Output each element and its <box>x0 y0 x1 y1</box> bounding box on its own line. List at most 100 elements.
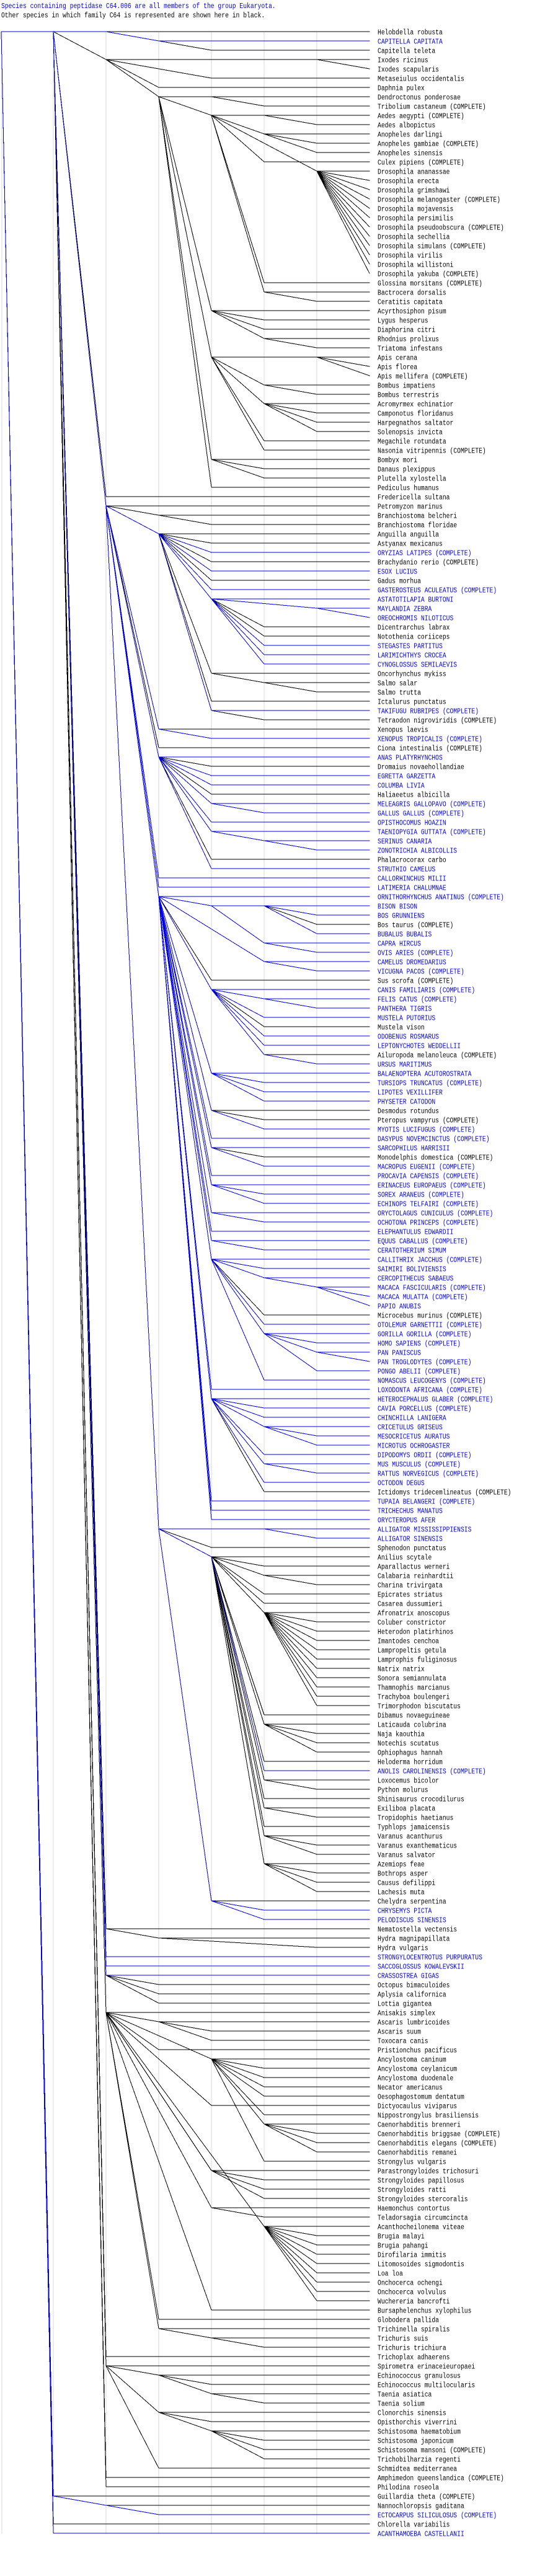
svg-text:EQUUS CABALLUS (COMPLETE): EQUUS CABALLUS (COMPLETE) <box>378 1238 468 1246</box>
svg-text:MICROTUS OCHROGASTER: MICROTUS OCHROGASTER <box>378 1443 450 1451</box>
svg-text:Aplysia californica: Aplysia californica <box>378 1991 446 1999</box>
svg-text:Varanus exanthematicus: Varanus exanthematicus <box>378 1843 457 1851</box>
svg-text:Schistosoma haematobium: Schistosoma haematobium <box>378 2428 461 2437</box>
svg-text:Trachyboa boulengeri: Trachyboa boulengeri <box>378 1694 450 1702</box>
svg-text:Triatoma infestans: Triatoma infestans <box>378 345 443 353</box>
svg-text:Culex pipiens (COMPLETE): Culex pipiens (COMPLETE) <box>378 159 464 167</box>
svg-text:Calabaria reinhardtii: Calabaria reinhardtii <box>378 1573 453 1581</box>
svg-text:CAVIA PORCELLUS (COMPLETE): CAVIA PORCELLUS (COMPLETE) <box>378 1405 471 1414</box>
svg-text:LOXODONTA AFRICANA (COMPLETE): LOXODONTA AFRICANA (COMPLETE) <box>378 1387 482 1395</box>
svg-text:Branchiostoma floridae: Branchiostoma floridae <box>378 522 457 530</box>
svg-text:Caenorhabditis brenneri: Caenorhabditis brenneri <box>378 2122 461 2130</box>
svg-text:ORNITHORHYNCHUS ANATINUS (COMP: ORNITHORHYNCHUS ANATINUS (COMPLETE) <box>378 894 504 902</box>
svg-text:DASYPUS NOVEMCINCTUS (COMPLETE: DASYPUS NOVEMCINCTUS (COMPLETE) <box>378 1136 490 1144</box>
svg-text:OPISTHOCOMUS HOAZIN: OPISTHOCOMUS HOAZIN <box>378 820 446 828</box>
svg-text:ECTOCARPUS SILICULOSUS (COMPLE: ECTOCARPUS SILICULOSUS (COMPLETE) <box>378 2512 497 2520</box>
svg-text:Brachydanio rerio (COMPLETE): Brachydanio rerio (COMPLETE) <box>378 559 479 567</box>
svg-text:Microcebus murinus (COMPLETE): Microcebus murinus (COMPLETE) <box>378 1312 482 1321</box>
svg-text:LIPOTES VEXILLIFER: LIPOTES VEXILLIFER <box>378 1089 443 1097</box>
svg-text:Ancylostoma caninum: Ancylostoma caninum <box>378 2056 446 2065</box>
svg-text:DIPODOMYS ORDII (COMPLETE): DIPODOMYS ORDII (COMPLETE) <box>378 1452 471 1460</box>
svg-text:Tribolium castaneum (COMPLETE): Tribolium castaneum (COMPLETE) <box>378 104 486 112</box>
svg-text:ELEPHANTULUS EDWARDII: ELEPHANTULUS EDWARDII <box>378 1229 453 1237</box>
svg-text:Drosophila persimilis: Drosophila persimilis <box>378 215 453 223</box>
svg-text:MACACA MULATTA (COMPLETE): MACACA MULATTA (COMPLETE) <box>378 1294 468 1302</box>
svg-text:MUS MUSCULUS (COMPLETE): MUS MUSCULUS (COMPLETE) <box>378 1461 461 1469</box>
svg-text:Drosophila willistoni: Drosophila willistoni <box>378 262 453 270</box>
svg-text:Salmo trutta: Salmo trutta <box>378 689 421 697</box>
svg-text:Phalacrocorax carbo: Phalacrocorax carbo <box>378 857 446 865</box>
svg-text:Brugia pahangi: Brugia pahangi <box>378 2242 428 2251</box>
svg-text:ANOLIS CAROLINENSIS (COMPLETE): ANOLIS CAROLINENSIS (COMPLETE) <box>378 1768 486 1776</box>
svg-text:Drosophila virilis: Drosophila virilis <box>378 252 443 260</box>
svg-text:LATIMERIA CHALUMNAE: LATIMERIA CHALUMNAE <box>378 885 446 893</box>
svg-text:NOMASCUS LEUCOGENYS (COMPLETE): NOMASCUS LEUCOGENYS (COMPLETE) <box>378 1378 486 1386</box>
svg-text:PROCAVIA CAPENSIS (COMPLETE): PROCAVIA CAPENSIS (COMPLETE) <box>378 1173 479 1181</box>
svg-text:GALLUS GALLUS (COMPLETE): GALLUS GALLUS (COMPLETE) <box>378 810 464 818</box>
svg-text:Anisakis simplex: Anisakis simplex <box>378 2010 436 2018</box>
svg-text:Strongyloides ratti: Strongyloides ratti <box>378 2187 446 2195</box>
svg-text:PAPIO ANUBIS: PAPIO ANUBIS <box>378 1303 421 1311</box>
svg-text:Branchiostoma belcheri: Branchiostoma belcheri <box>378 513 457 521</box>
svg-text:Species containing peptidase C: Species containing peptidase C64.006 are… <box>1 2 276 11</box>
svg-text:CERCOPITHECUS SABAEUS: CERCOPITHECUS SABAEUS <box>378 1275 453 1283</box>
svg-text:Lachesis muta: Lachesis muta <box>378 1889 425 1897</box>
svg-text:Tetraodon nigroviridis (COMPLE: Tetraodon nigroviridis (COMPLETE) <box>378 717 497 725</box>
svg-text:CRICETULUS GRISEUS: CRICETULUS GRISEUS <box>378 1424 443 1432</box>
svg-text:LARIMICHTHYS CROCEA: LARIMICHTHYS CROCEA <box>378 652 446 660</box>
svg-text:Acyrthosiphon pisum: Acyrthosiphon pisum <box>378 308 446 316</box>
svg-text:HETEROCEPHALUS GLABER (COMPLET: HETEROCEPHALUS GLABER (COMPLETE) <box>378 1396 493 1404</box>
svg-text:Laticauda colubrina: Laticauda colubrina <box>378 1722 446 1730</box>
svg-text:CYNOGLOSSUS SEMILAEVIS: CYNOGLOSSUS SEMILAEVIS <box>378 662 457 670</box>
svg-text:PELODISCUS SINENSIS: PELODISCUS SINENSIS <box>378 1917 446 1925</box>
svg-text:Varanus salvator: Varanus salvator <box>378 1852 435 1860</box>
svg-text:TUPAIA BELANGERI (COMPLETE): TUPAIA BELANGERI (COMPLETE) <box>378 1498 475 1507</box>
svg-text:Dendroctonus ponderosae: Dendroctonus ponderosae <box>378 94 461 102</box>
svg-text:Caenorhabditis briggsae (COMPL: Caenorhabditis briggsae (COMPLETE) <box>378 2131 500 2139</box>
svg-text:MACACA FASCICULARIS (COMPLETE): MACACA FASCICULARIS (COMPLETE) <box>378 1285 486 1293</box>
svg-text:Ailuropoda melanoleuca (COMPLE: Ailuropoda melanoleuca (COMPLETE) <box>378 1052 497 1060</box>
svg-text:Solenopsis invicta: Solenopsis invicta <box>378 429 443 437</box>
svg-text:MUSTELA PUTORIUS: MUSTELA PUTORIUS <box>378 1015 435 1023</box>
svg-text:Apis florea: Apis florea <box>378 364 417 372</box>
svg-text:Megachile rotundata: Megachile rotundata <box>378 438 446 446</box>
svg-text:Nannochloropsis gaditana: Nannochloropsis gaditana <box>378 2503 464 2511</box>
svg-text:Trimorphodon biscutatus: Trimorphodon biscutatus <box>378 1703 461 1711</box>
svg-text:Nematostella vectensis: Nematostella vectensis <box>378 1926 457 1934</box>
svg-text:Caenorhabditis remanei: Caenorhabditis remanei <box>378 2149 457 2158</box>
svg-text:Opisthorchis viverrini: Opisthorchis viverrini <box>378 2419 457 2427</box>
svg-text:ECHINOPS TELFAIRI (COMPLETE): ECHINOPS TELFAIRI (COMPLETE) <box>378 1201 479 1209</box>
svg-text:Nasonia vitripennis (COMPLETE): Nasonia vitripennis (COMPLETE) <box>378 448 486 456</box>
svg-text:Trichoplax adhaerens: Trichoplax adhaerens <box>378 2354 450 2362</box>
svg-text:Ascaris lumbricoides: Ascaris lumbricoides <box>378 2019 450 2027</box>
svg-text:Taenia solium: Taenia solium <box>378 2401 425 2409</box>
svg-text:Nippostrongylus brasiliensis: Nippostrongylus brasiliensis <box>378 2112 479 2120</box>
svg-text:Helobdella robusta: Helobdella robusta <box>378 29 443 37</box>
svg-text:Bombus impatiens: Bombus impatiens <box>378 383 435 391</box>
svg-text:Guillardia theta (COMPLETE): Guillardia theta (COMPLETE) <box>378 2494 475 2502</box>
svg-text:Clonorchis sinensis: Clonorchis sinensis <box>378 2410 446 2418</box>
svg-text:ASTATOTILAPIA BURTONI: ASTATOTILAPIA BURTONI <box>378 596 453 604</box>
svg-text:Anguilla anguilla: Anguilla anguilla <box>378 531 439 539</box>
svg-text:Lampropeltis getula: Lampropeltis getula <box>378 1647 446 1655</box>
svg-text:Hydra magnipapillata: Hydra magnipapillata <box>378 1936 450 1944</box>
svg-text:Octopus bimaculoides: Octopus bimaculoides <box>378 1982 450 1990</box>
svg-text:Oesophagostomum dentatum: Oesophagostomum dentatum <box>378 2094 464 2102</box>
svg-text:ORYCTOLAGUS CUNICULUS (COMPLET: ORYCTOLAGUS CUNICULUS (COMPLETE) <box>378 1210 493 1218</box>
svg-text:TAKIFUGU RUBRIPES (COMPLETE): TAKIFUGU RUBRIPES (COMPLETE) <box>378 708 479 716</box>
svg-text:Charina trivirgata: Charina trivirgata <box>378 1582 443 1590</box>
svg-text:CALLORHINCHUS MILII: CALLORHINCHUS MILII <box>378 875 446 883</box>
svg-text:Onchocerca ochengi: Onchocerca ochengi <box>378 2280 443 2288</box>
svg-text:Onchocerca volvulus: Onchocerca volvulus <box>378 2289 446 2297</box>
svg-text:Petromyzon marinus: Petromyzon marinus <box>378 503 443 511</box>
svg-text:Daphnia pulex: Daphnia pulex <box>378 85 425 93</box>
svg-text:CAPRA HIRCUS: CAPRA HIRCUS <box>378 941 421 949</box>
svg-text:XENOPUS TROPICALIS (COMPLETE): XENOPUS TROPICALIS (COMPLETE) <box>378 736 482 744</box>
svg-text:Apis mellifera (COMPLETE): Apis mellifera (COMPLETE) <box>378 373 468 381</box>
svg-text:Drosophila pseudoobscura (COMP: Drosophila pseudoobscura (COMPLETE) <box>378 224 504 232</box>
svg-text:Haemonchus contortus: Haemonchus contortus <box>378 2205 450 2213</box>
svg-text:Trichinella spiralis: Trichinella spiralis <box>378 2326 450 2334</box>
svg-text:CALLITHRIX JACCHUS (COMPLETE): CALLITHRIX JACCHUS (COMPLETE) <box>378 1257 482 1265</box>
svg-text:Ophiophagus hannah: Ophiophagus hannah <box>378 1750 443 1758</box>
svg-text:Ancylostoma duodenale: Ancylostoma duodenale <box>378 2075 453 2083</box>
